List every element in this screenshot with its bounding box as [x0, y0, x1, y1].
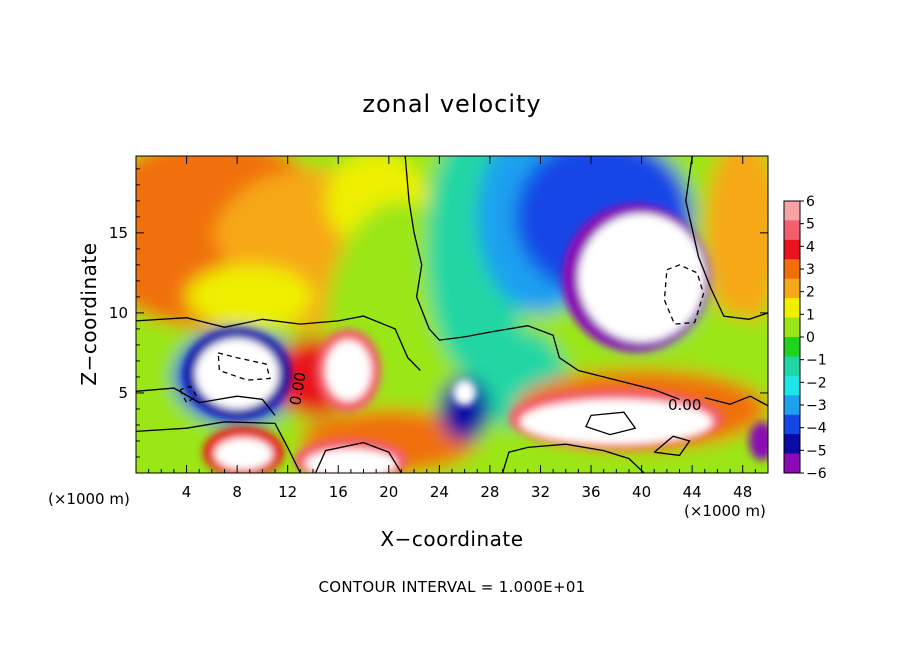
contour-zero-right: [685, 156, 768, 320]
colorbar-swatch: [784, 298, 800, 319]
colorbar-tick-label: −6: [806, 466, 827, 482]
x-tick-label: 20: [379, 483, 398, 501]
contour-dashed-left: [217, 352, 271, 381]
colorbar-swatch: [784, 414, 800, 435]
y-tick-label: 15: [109, 224, 128, 242]
x-unit-label-left: (×1000 m): [48, 490, 130, 508]
contour-zero-bottom-right: [501, 443, 645, 473]
colorbar-swatch: [784, 375, 800, 396]
x-tick-label: 28: [480, 483, 499, 501]
colorbar-swatch: [784, 337, 800, 357]
region-blue-small: [439, 376, 490, 441]
region-warm-right: [704, 156, 768, 329]
chart-title: zonal velocity: [362, 90, 541, 118]
x-tick-label: 12: [278, 483, 297, 501]
contour-label-zero-secondary: 0.00: [286, 371, 310, 407]
velocity-extreme-regions: [184, 204, 768, 473]
y-axis-ticks: 5 10 15: [109, 168, 768, 458]
contour-zero-lower-left: [136, 387, 276, 416]
x-unit-label-right: (×1000 m): [684, 502, 766, 520]
y-tick-label: 10: [109, 304, 128, 322]
core-positive-lower-right: [520, 399, 713, 445]
region-yellow-mid: [186, 264, 313, 329]
zero-contour-lines: [136, 156, 768, 473]
colorbar-swatch: [784, 395, 800, 416]
x-tick-label: 44: [683, 483, 702, 501]
colorbar-tick-label: 1: [806, 307, 815, 323]
contour-zero-bottom-middle: [314, 441, 402, 473]
core-positive-middle: [325, 340, 372, 401]
y-tick-label: 5: [118, 384, 128, 402]
contour-solid-lower-right: [585, 411, 637, 436]
colorbar-tick-label: 2: [806, 285, 815, 301]
colorbar-swatch: [784, 259, 800, 280]
x-tick-label: 48: [733, 483, 752, 501]
contour-zero-bottom-left: [136, 421, 301, 473]
contour-zero-left: [136, 315, 421, 371]
core-negative-small: [453, 380, 477, 406]
colorbar-tick-label: 3: [806, 262, 815, 278]
colorbar-swatch: [784, 239, 800, 260]
contour-interval-note: CONTOUR INTERVAL = 1.000E+01: [318, 578, 585, 596]
colorbar-swatch: [784, 356, 800, 377]
contour-dashed-small: [179, 385, 198, 404]
colorbar-tick-label: −1: [806, 353, 827, 369]
colorbar-tick-label: 6: [806, 194, 815, 210]
x-tick-label: 16: [329, 483, 348, 501]
x-tick-label: 40: [632, 483, 651, 501]
colorbar-swatch: [784, 201, 800, 221]
x-tick-label: 36: [581, 483, 600, 501]
y-axis-label: Z−coordinate: [77, 242, 101, 385]
x-tick-label: 8: [232, 483, 242, 501]
core-positive-bottom-left: [214, 437, 273, 470]
colorbar-swatch: [784, 278, 800, 299]
colorbar-tick-label: −2: [806, 375, 827, 391]
core-positive-bottom: [305, 448, 397, 473]
colorbar-tick-label: 4: [806, 239, 815, 255]
contour-solid-small-right: [653, 435, 691, 457]
x-axis-label: X−coordinate: [380, 527, 523, 551]
contour-label-zero: 0.00: [668, 396, 701, 414]
colorbar-tick-label: 5: [806, 217, 815, 233]
colorbar-tick-label: −5: [806, 443, 827, 459]
colorbar: 6 5 4 3 2 1 0 −1 −2 −3 −4 −5 −6: [783, 194, 827, 482]
x-tick-label: 32: [531, 483, 550, 501]
contour-zero-right-lower: [704, 395, 768, 407]
core-negative-upper: [578, 213, 705, 342]
contour-dashed-upper-right: [663, 264, 705, 325]
colorbar-swatch: [784, 453, 800, 474]
colorbar-tick-label: −4: [806, 421, 827, 437]
velocity-field: [136, 156, 768, 473]
region-darkblue-right-edge: [749, 421, 768, 461]
colorbar-swatch: [784, 317, 800, 338]
colorbar-swatch: [784, 434, 800, 455]
x-tick-label: 4: [182, 483, 192, 501]
x-axis-ticks: 4 8 12 16 20 24 28 32 36 40 44 48: [148, 156, 756, 501]
colorbar-tick-label: 0: [806, 330, 815, 346]
x-tick-label: 24: [430, 483, 449, 501]
core-negative-left: [195, 338, 279, 409]
colorbar-tick-label: −3: [806, 398, 827, 414]
contour-zero-central: [404, 156, 680, 401]
colorbar-swatch: [784, 220, 800, 241]
